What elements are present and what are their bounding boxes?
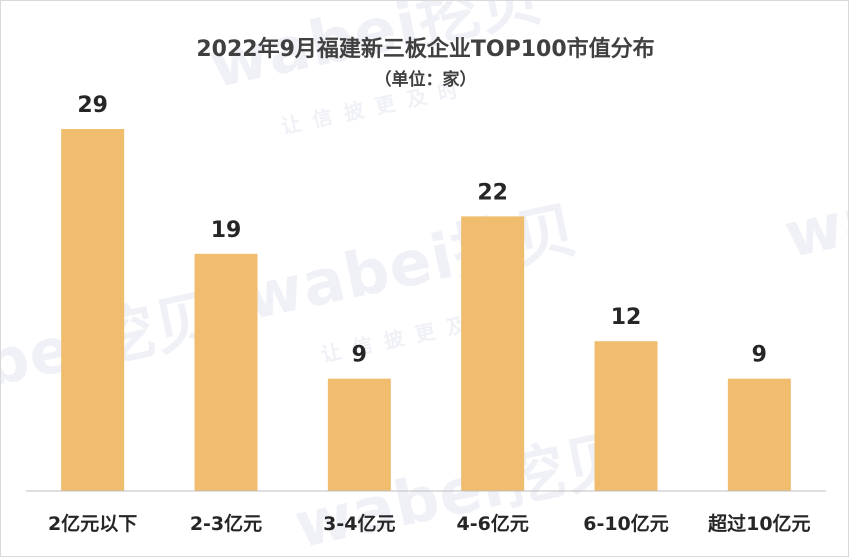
chart-subtitle: （单位：家） xyxy=(374,70,477,90)
data-label-5: 12 xyxy=(611,305,642,330)
bar-3 xyxy=(327,378,391,491)
x-tick-label-1: 2亿元以下 xyxy=(48,512,137,535)
x-tick-label-2: 2-3亿元 xyxy=(190,512,262,535)
bar-5 xyxy=(594,341,658,491)
data-label-1: 29 xyxy=(77,93,108,118)
data-label-6: 9 xyxy=(752,343,767,368)
x-tick-label-3: 3-4亿元 xyxy=(323,512,395,535)
chart-title: 2022年9月福建新三板企业TOP100市值分布 xyxy=(196,37,655,62)
x-tick-label-5: 6-10亿元 xyxy=(583,512,669,535)
bar-1 xyxy=(61,129,125,491)
data-label-4: 22 xyxy=(477,180,508,205)
x-tick-label-6: 超过10亿元 xyxy=(707,512,810,535)
bar-2 xyxy=(194,253,258,491)
data-label-3: 9 xyxy=(352,343,367,368)
bar-4 xyxy=(461,216,525,491)
bar-6 xyxy=(727,378,791,491)
x-tick-label-4: 4-6亿元 xyxy=(457,512,529,535)
data-label-2: 19 xyxy=(211,218,242,243)
